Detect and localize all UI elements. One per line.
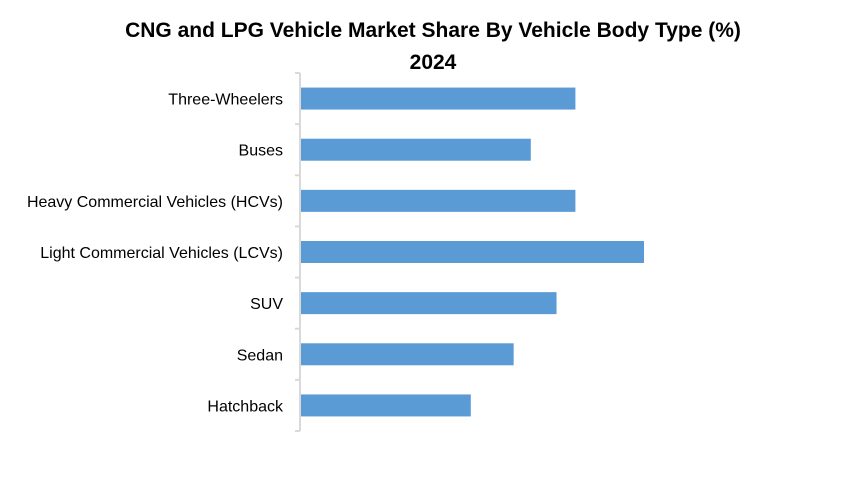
bar-light-commercial-vehicles-lcvs <box>301 241 644 263</box>
category-label: Buses <box>239 143 283 160</box>
chart-title: CNG and LPG Vehicle Market Share By Vehi… <box>125 19 741 42</box>
bar-hatchback <box>301 394 471 417</box>
chart-subtitle: 2024 <box>409 51 457 74</box>
category-label: Light Commercial Vehicles (LCVs) <box>40 245 283 262</box>
category-label: Sedan <box>237 347 283 364</box>
bar-sedan <box>301 343 514 366</box>
category-label: SUV <box>250 296 283 313</box>
category-label: Heavy Commercial Vehicles (HCVs) <box>27 194 283 211</box>
bar-suv <box>301 292 557 315</box>
category-labels: Three-Wheelers Buses Heavy Commercial Vehi… <box>27 92 284 416</box>
bars-group <box>301 87 644 417</box>
category-axis <box>295 72 301 432</box>
bar-heavy-commercial-vehicles-hcvs <box>301 189 576 212</box>
bar-buses <box>301 138 531 161</box>
bar-three-wheelers <box>301 87 576 110</box>
category-label: Three-Wheelers <box>168 92 283 109</box>
category-label: Hatchback <box>207 398 284 415</box>
